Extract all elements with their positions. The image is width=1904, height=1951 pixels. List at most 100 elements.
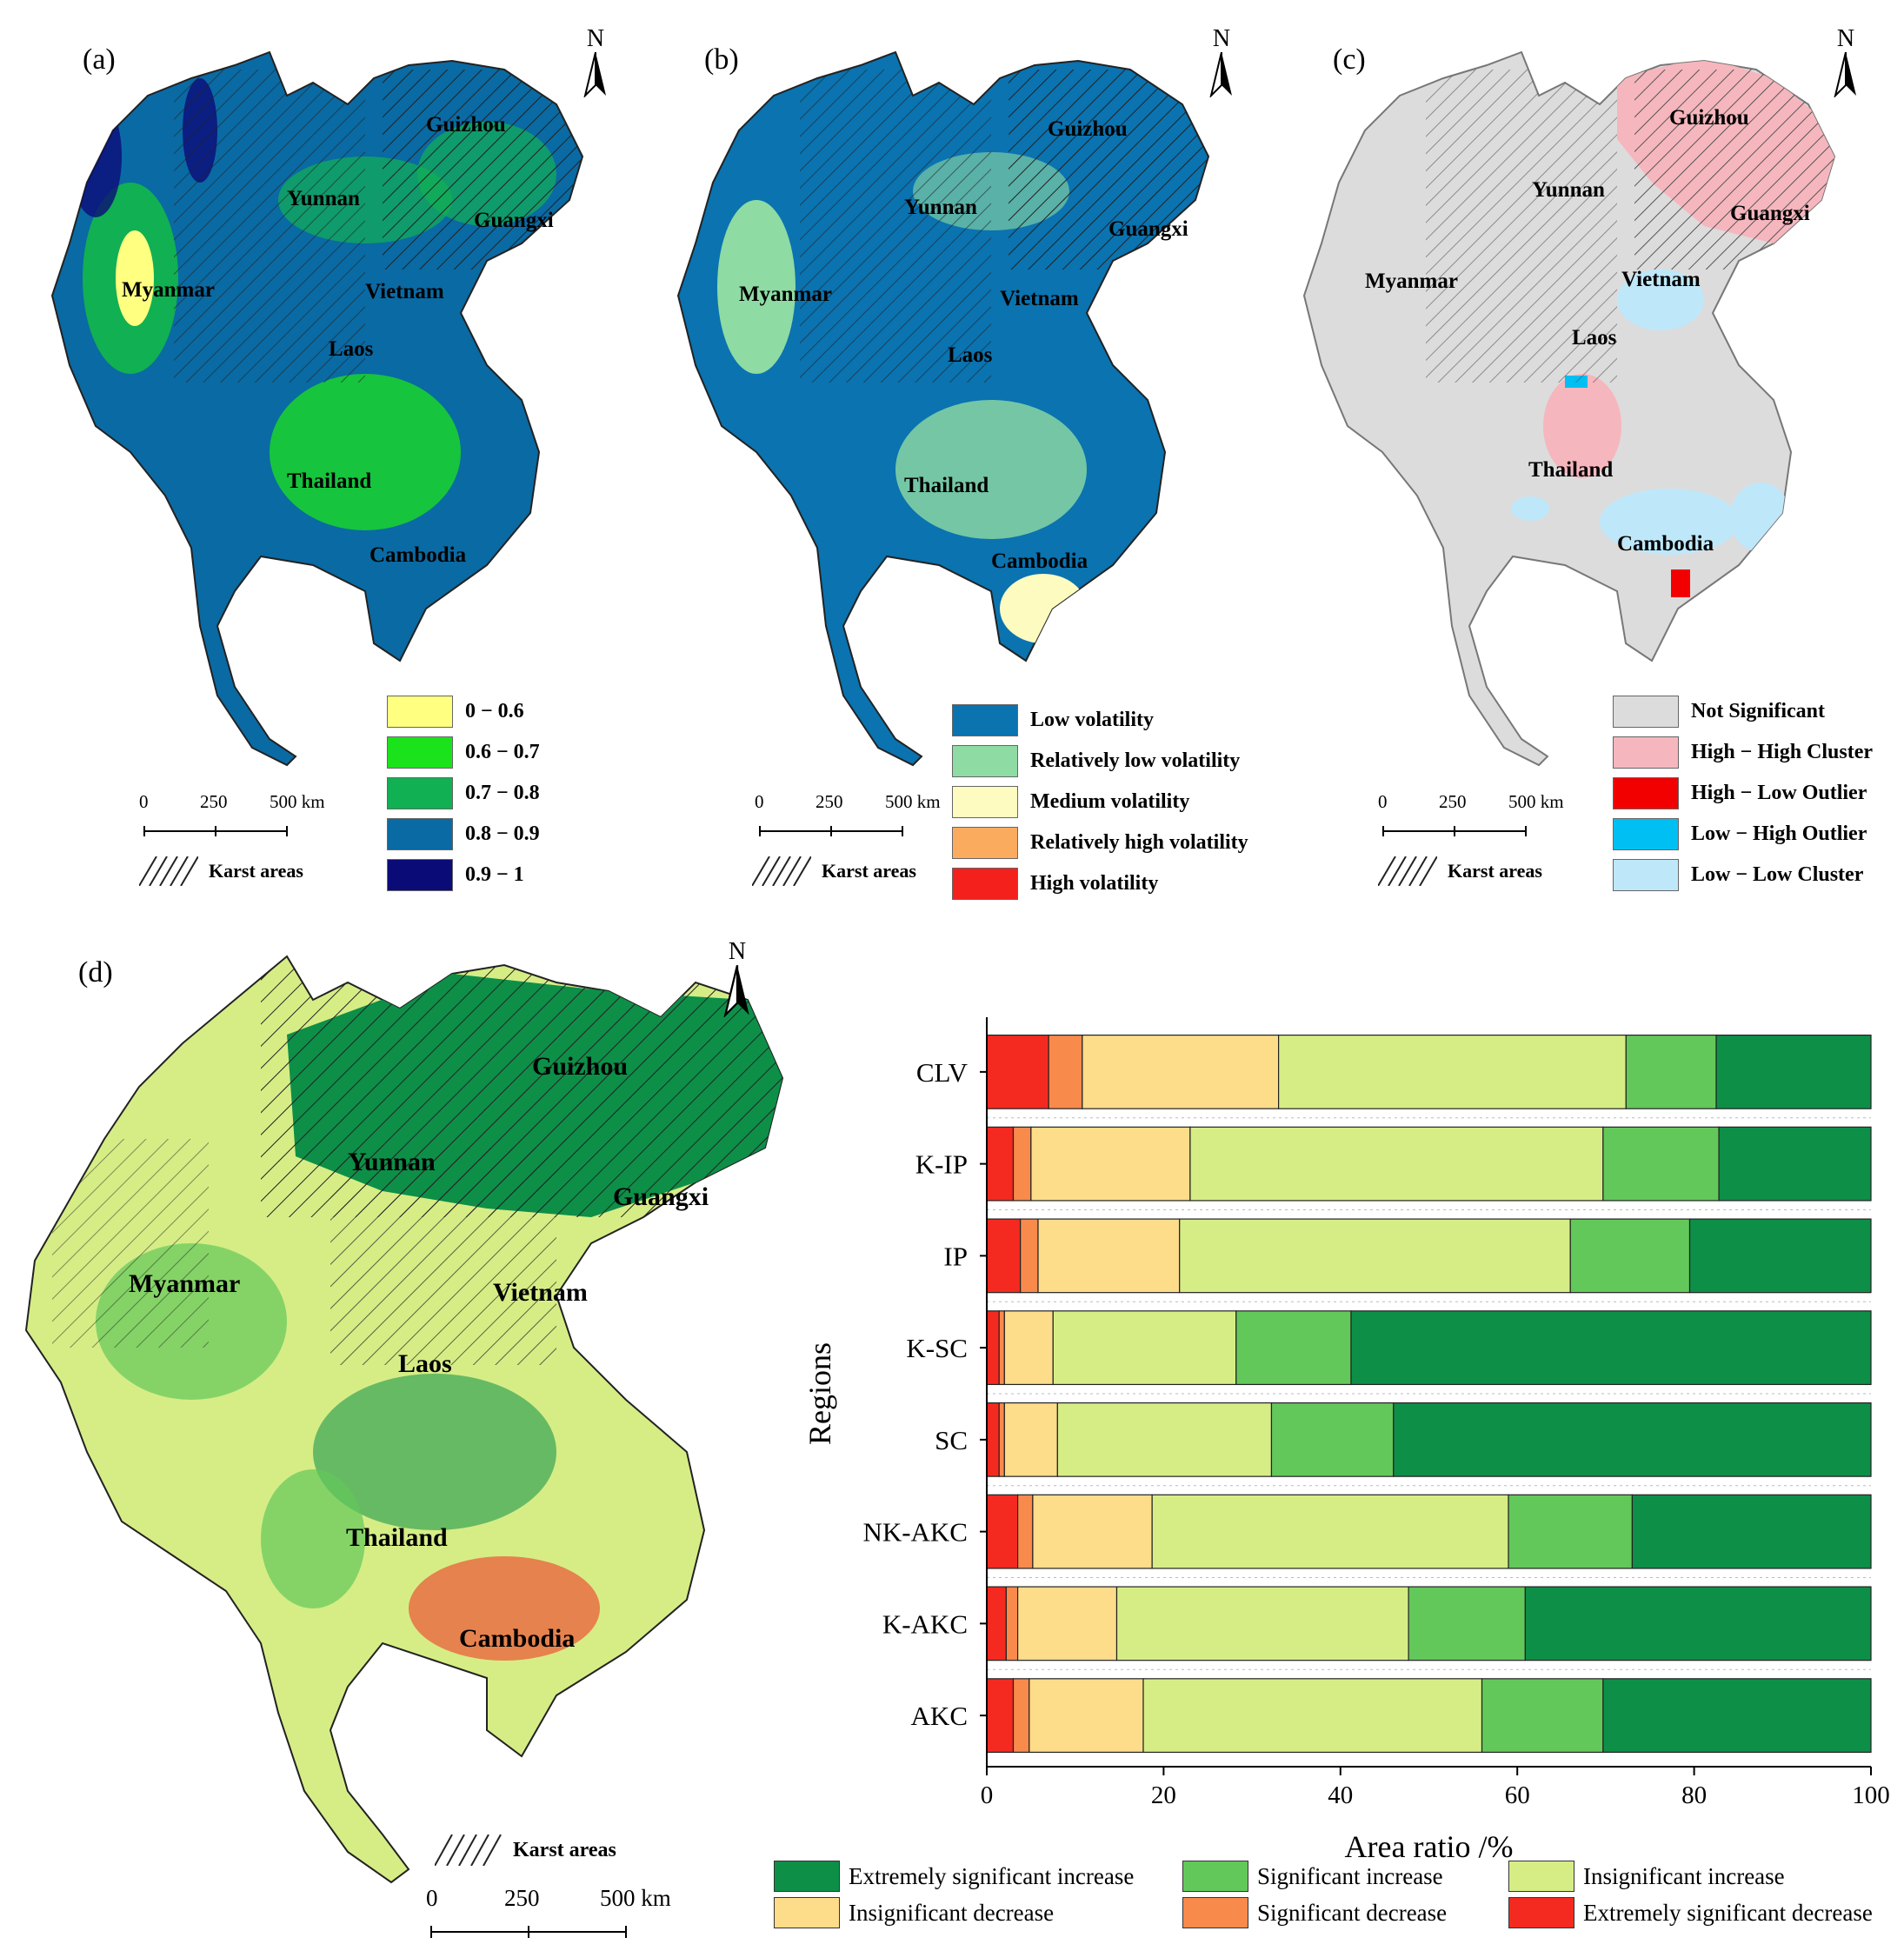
bar-segment bbox=[1278, 1034, 1627, 1109]
legend-swatch bbox=[1613, 777, 1679, 809]
legend-swatch bbox=[952, 827, 1018, 859]
legend-swatch bbox=[1508, 1861, 1574, 1892]
legend-swatch bbox=[952, 786, 1018, 818]
region-guangxi-a: Guangxi bbox=[474, 209, 554, 232]
legend-label: 0.6 − 0.7 bbox=[465, 741, 540, 763]
panel-d: (d) N Guizhou Yunnan Guangxi Myanmar Vie… bbox=[0, 930, 800, 1947]
legend-swatch bbox=[1613, 818, 1679, 850]
legend-label: 0.9 − 1 bbox=[465, 863, 524, 886]
north-arrow-a: N bbox=[578, 26, 613, 97]
bar-segment bbox=[1715, 1034, 1872, 1109]
legend-swatch bbox=[1613, 736, 1679, 769]
y-tick-label: SC bbox=[935, 1425, 968, 1455]
hatch-icon bbox=[139, 856, 198, 886]
legend-label: Medium volatility bbox=[1030, 790, 1190, 813]
legend-swatch bbox=[387, 777, 453, 809]
bar-segment bbox=[1037, 1218, 1181, 1294]
bar-segment bbox=[998, 1402, 1005, 1477]
north-letter: N bbox=[1212, 25, 1231, 52]
region-laos-d: Laos bbox=[398, 1349, 452, 1378]
legend-label: Significant increase bbox=[1257, 1862, 1443, 1889]
bar-segment bbox=[1016, 1586, 1118, 1661]
legend-label: 0.7 − 0.8 bbox=[465, 782, 540, 804]
x-tick-label: 100 bbox=[1852, 1781, 1890, 1809]
legend-swatch bbox=[952, 868, 1018, 900]
legend-label: Significant decrease bbox=[1257, 1899, 1448, 1926]
bar-segment bbox=[1569, 1218, 1691, 1294]
bar-segment bbox=[1052, 1310, 1237, 1386]
bar-segment bbox=[1012, 1126, 1032, 1202]
region-guizhou-d: Guizhou bbox=[532, 1052, 629, 1081]
bar-segment bbox=[1012, 1678, 1030, 1754]
scale-tick-0: 0 bbox=[1378, 791, 1388, 812]
region-cambodia-d: Cambodia bbox=[459, 1624, 576, 1653]
bar-segment bbox=[1029, 1678, 1144, 1754]
north-arrow-icon bbox=[723, 965, 749, 1017]
panel-c: (c) N Guizhou Yunnan Guangxi Myanmar Vie… bbox=[1252, 0, 1904, 922]
karst-label: Karst areas bbox=[822, 860, 916, 882]
map-b bbox=[676, 50, 1210, 767]
legend-swatch bbox=[1182, 1897, 1248, 1928]
panel-b: (b) N Guizhou Yunnan Guangxi Myanmar Vie… bbox=[626, 0, 1252, 922]
y-tick-label: AKC bbox=[911, 1701, 968, 1731]
scale-tick-0: 0 bbox=[755, 791, 764, 812]
y-tick-label: IP bbox=[943, 1241, 968, 1271]
scale-tick-500: 500 km bbox=[885, 791, 941, 812]
scale-line bbox=[430, 1926, 627, 1938]
y-tick-label: K-SC bbox=[906, 1333, 968, 1363]
region-guizhou-a: Guizhou bbox=[426, 113, 506, 137]
scale-bar-c: 0 250 500 km bbox=[1378, 791, 1587, 843]
karst-label: Karst areas bbox=[209, 860, 303, 882]
legend-a: 0 − 0.6 0.6 − 0.7 0.7 − 0.8 0.8 − 0.9 0.… bbox=[387, 696, 622, 896]
legend-swatch bbox=[387, 696, 453, 728]
region-yunnan-a: Yunnan bbox=[287, 187, 360, 210]
region-vietnam-d: Vietnam bbox=[493, 1278, 588, 1307]
y-axis-label: Regions bbox=[802, 1342, 837, 1445]
legend-label: High − High Cluster bbox=[1691, 741, 1874, 763]
scale-tick-500: 500 km bbox=[270, 791, 325, 812]
legend-b: Low volatility Relatively low volatility… bbox=[952, 704, 1252, 904]
bar-segment bbox=[1005, 1586, 1019, 1661]
bar-segment bbox=[1631, 1494, 1872, 1569]
legend-swatch bbox=[387, 736, 453, 769]
region-cambodia-c: Cambodia bbox=[1617, 532, 1714, 556]
region-thailand-c: Thailand bbox=[1528, 458, 1614, 482]
north-letter: N bbox=[586, 25, 605, 52]
region-guangxi-c: Guangxi bbox=[1730, 202, 1810, 225]
region-yunnan-b: Yunnan bbox=[904, 196, 977, 219]
karst-legend-b: Karst areas bbox=[752, 856, 916, 886]
map-a bbox=[50, 50, 584, 767]
legend-label: Insignificant increase bbox=[1583, 1862, 1785, 1889]
bar-segment bbox=[986, 1402, 1000, 1477]
bar-segment bbox=[986, 1218, 1022, 1294]
bar-segment bbox=[1235, 1310, 1352, 1386]
karst-legend-d: Karst areas bbox=[435, 1834, 616, 1866]
region-guizhou-c: Guizhou bbox=[1669, 106, 1749, 130]
legend-swatch bbox=[387, 859, 453, 891]
north-letter: N bbox=[728, 938, 747, 965]
legend-swatch bbox=[952, 745, 1018, 777]
y-tick-label: NK-AKC bbox=[862, 1517, 968, 1548]
scale-bar-d: 0 250 500 km bbox=[426, 1885, 687, 1946]
scale-bar-a: 0 250 500 km bbox=[139, 791, 348, 843]
bar-segment bbox=[1056, 1402, 1273, 1477]
panel-a: (a) N Guizhou Yunnan Guangxi Myanmar Vie… bbox=[0, 0, 626, 922]
legend-label: Low − High Outlier bbox=[1691, 822, 1867, 845]
panel-label-a: (a) bbox=[83, 43, 116, 76]
scale-tick-250: 250 bbox=[816, 791, 843, 812]
scale-tick-0: 0 bbox=[139, 791, 149, 812]
scale-line bbox=[143, 826, 288, 836]
legend-label: High − Low Outlier bbox=[1691, 782, 1867, 804]
y-tick-label: K-AKC bbox=[882, 1608, 968, 1639]
legend-swatch bbox=[1613, 696, 1679, 728]
legend-swatch bbox=[1182, 1861, 1248, 1892]
legend-label: Not Significant bbox=[1691, 700, 1826, 722]
bar-segment bbox=[1688, 1218, 1872, 1294]
karst-label: Karst areas bbox=[1448, 860, 1542, 882]
bar-segment bbox=[1115, 1586, 1409, 1661]
bar-segment bbox=[986, 1586, 1007, 1661]
panel-label-b: (b) bbox=[704, 43, 739, 76]
bar-segment bbox=[1408, 1586, 1526, 1661]
bar-segment bbox=[1179, 1218, 1571, 1294]
north-arrow-b: N bbox=[1204, 26, 1239, 97]
